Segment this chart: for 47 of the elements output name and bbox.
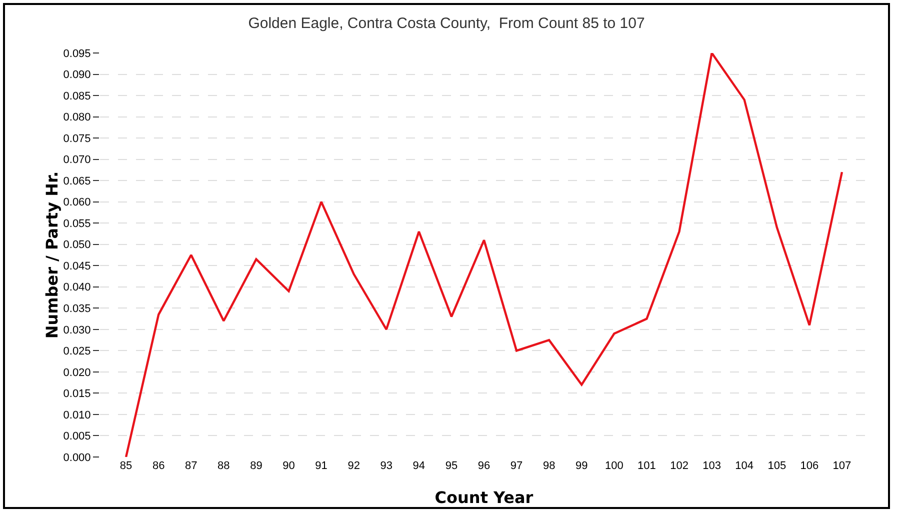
x-axis-title: Count Year [434, 488, 534, 507]
x-tick-label: 107 [832, 460, 852, 472]
x-tick-label: 99 [576, 460, 588, 472]
x-tick-label: 100 [604, 460, 624, 472]
x-tick-label: 90 [282, 460, 295, 472]
y-tick-label: 0.010 [63, 409, 91, 422]
y-tick-label: 0.080 [63, 112, 91, 124]
x-tick-label: 93 [380, 460, 392, 472]
y-tick-label: 0.000 [63, 452, 91, 464]
chart-title: Golden Eagle, Contra Costa County, From Count 85 to 107 [248, 15, 645, 32]
x-tick-label: 104 [735, 460, 754, 472]
x-tick-label: 96 [478, 460, 490, 472]
y-axis-title: Number / Party Hr. [42, 171, 62, 339]
x-tick-label: 95 [445, 460, 458, 472]
x-tick-label: 105 [768, 460, 786, 472]
x-tick-label: 102 [670, 460, 688, 472]
x-tick-label: 103 [702, 460, 721, 472]
y-tick-label: 0.020 [63, 366, 91, 379]
y-tick-label: 0.060 [63, 196, 91, 209]
x-tick-label: 101 [638, 460, 656, 472]
y-tick-label: 0.050 [63, 239, 91, 252]
x-tick-label: 94 [412, 460, 426, 472]
x-tick-label: 87 [184, 460, 198, 472]
y-tick-label: 0.005 [63, 430, 91, 443]
line-series [124, 53, 844, 457]
x-tick-label: 98 [542, 460, 556, 472]
x-tick-label: 88 [218, 460, 230, 472]
y-tick-label: 0.040 [63, 282, 91, 294]
x-tick-label: 106 [800, 460, 819, 472]
y-tick-label: 0.085 [63, 90, 91, 102]
y-tick-label: 0.095 [63, 48, 91, 60]
y-tick-label: 0.090 [63, 69, 91, 82]
y-tick-label: 0.035 [63, 303, 91, 316]
x-tick-label: 91 [315, 460, 328, 472]
y-tick-label: 0.065 [63, 175, 91, 188]
y-tick-label: 0.015 [63, 388, 91, 400]
x-tick-label: 97 [510, 460, 523, 472]
y-tick-label: 0.045 [63, 260, 91, 272]
y-tick-label: 0.075 [63, 132, 91, 145]
x-tick-label: 85 [120, 460, 132, 472]
y-tick-label: 0.070 [63, 154, 91, 166]
y-tick-label: 0.030 [63, 324, 91, 336]
y-tick-label: 0.025 [63, 346, 91, 358]
x-tick-label: 89 [250, 460, 262, 472]
x-tick-label: 86 [152, 460, 165, 472]
x-tick-label: 92 [348, 460, 360, 472]
y-tick-label: 0.055 [63, 218, 91, 230]
